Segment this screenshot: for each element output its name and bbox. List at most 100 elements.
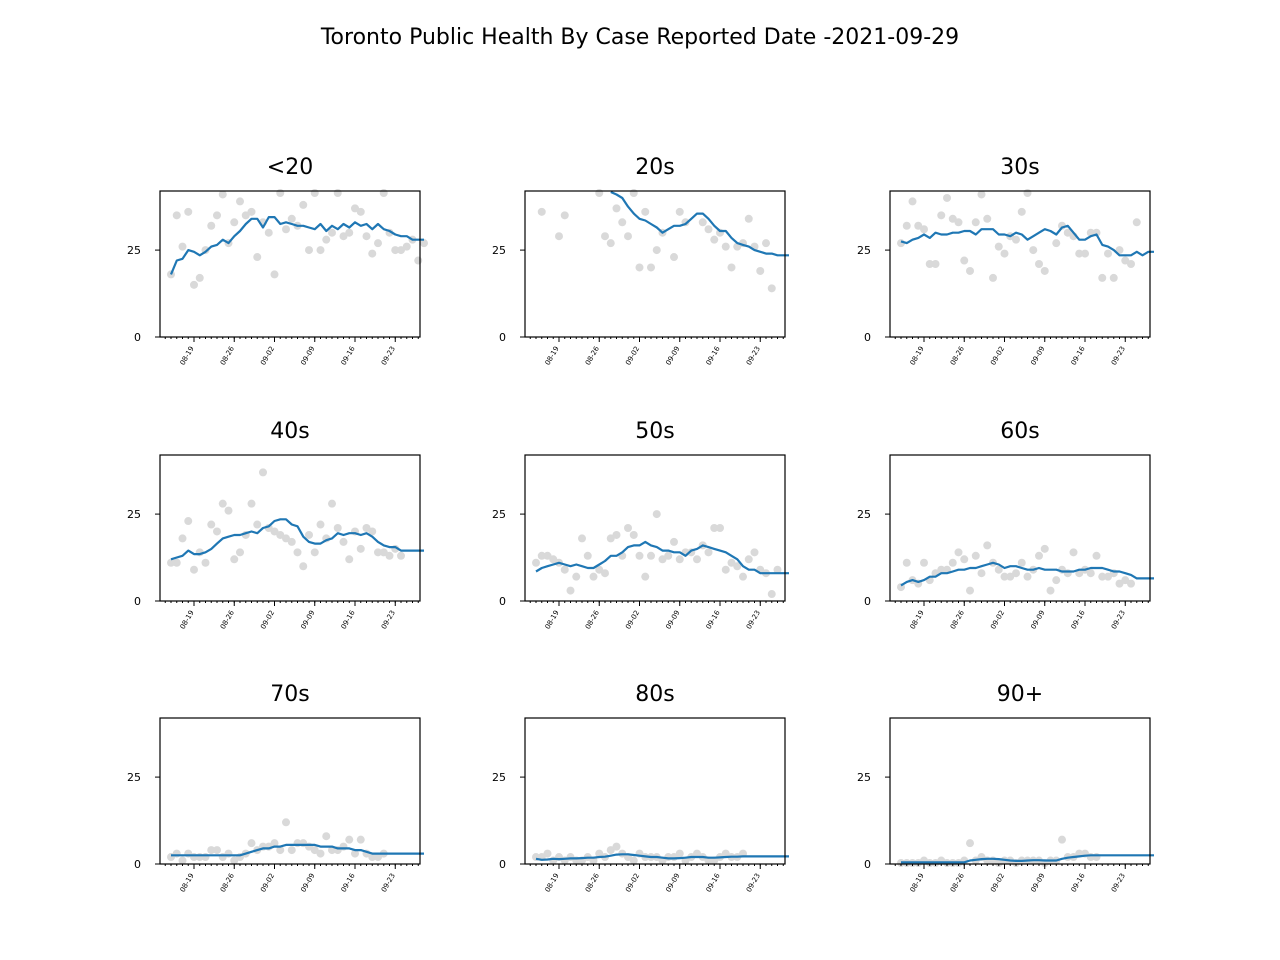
plot-frame xyxy=(524,454,786,602)
data-point xyxy=(652,510,661,519)
x-tick-label: 08-26 xyxy=(584,609,601,631)
data-point xyxy=(675,555,684,564)
data-point xyxy=(612,842,621,851)
data-point xyxy=(264,228,273,237)
x-tick-label: 09-02 xyxy=(624,345,641,367)
data-point xyxy=(328,499,336,508)
data-point xyxy=(282,534,290,543)
data-point xyxy=(635,551,644,560)
panel: 40s 0 25 08-19 08-26 09-02 09-09 09-16 09-23 xyxy=(127,419,424,631)
x-tick-label: 09-09 xyxy=(664,872,681,894)
data-point xyxy=(420,239,428,248)
data-point xyxy=(560,211,569,220)
data-point xyxy=(629,856,638,865)
data-point xyxy=(287,214,296,223)
data-point xyxy=(190,280,198,289)
data-point xyxy=(612,204,621,213)
data-point xyxy=(606,239,615,248)
data-point xyxy=(362,524,371,532)
data-point xyxy=(1069,548,1078,557)
data-point xyxy=(397,551,405,560)
data-point xyxy=(345,555,354,564)
data-point xyxy=(920,225,928,234)
data-point xyxy=(971,551,980,560)
data-point xyxy=(549,555,558,564)
panel-title: 90+ xyxy=(997,682,1043,707)
data-point xyxy=(172,558,181,567)
data-point xyxy=(1121,256,1130,265)
x-tick-label: 08-19 xyxy=(179,609,196,631)
data-point xyxy=(356,207,365,216)
data-point xyxy=(1127,579,1135,588)
data-point xyxy=(647,263,655,272)
x-tick-label: 09-16 xyxy=(340,609,357,631)
x-tick-label: 09-23 xyxy=(380,872,397,894)
data-point xyxy=(368,853,377,862)
x-tick-label: 08-26 xyxy=(219,345,236,367)
data-point xyxy=(1012,569,1020,578)
data-point xyxy=(1006,572,1015,581)
data-point xyxy=(601,232,609,241)
data-point xyxy=(1063,569,1072,578)
x-tick-label: 08-19 xyxy=(179,872,196,894)
data-point xyxy=(224,506,233,515)
data-point xyxy=(641,572,650,581)
data-point xyxy=(374,853,382,862)
panel-title: 60s xyxy=(1000,419,1039,444)
x-tick-label: 09-09 xyxy=(664,609,681,631)
data-point xyxy=(356,835,365,844)
x-tick-label: 09-23 xyxy=(745,609,762,631)
panel-title: 20s xyxy=(635,155,674,180)
data-point xyxy=(1132,218,1141,227)
data-point xyxy=(983,214,992,223)
y-tick-label: 25 xyxy=(492,244,506,257)
rolling-average-line xyxy=(900,561,1154,587)
panel-title: 40s xyxy=(270,419,309,444)
data-point xyxy=(1023,572,1032,581)
data-point xyxy=(537,207,546,216)
data-point xyxy=(414,256,423,265)
data-point xyxy=(606,534,615,543)
plot-frame xyxy=(524,190,786,338)
data-point xyxy=(589,572,598,581)
y-tick-label: 25 xyxy=(492,508,506,521)
data-point xyxy=(333,189,342,197)
data-point xyxy=(664,551,673,560)
data-point xyxy=(230,856,239,865)
data-point xyxy=(345,228,354,237)
plot-frame xyxy=(159,190,421,338)
data-point xyxy=(282,818,290,827)
rolling-average-line xyxy=(169,216,424,275)
data-point xyxy=(1035,260,1043,268)
x-tick-label: 09-09 xyxy=(299,609,316,631)
data-point xyxy=(270,270,279,279)
data-point xyxy=(670,253,678,262)
data-point xyxy=(201,558,210,567)
data-point xyxy=(966,839,974,848)
y-tick-label: 0 xyxy=(499,331,506,344)
data-point xyxy=(1000,572,1009,581)
rolling-average-line xyxy=(901,854,1154,864)
data-point xyxy=(1121,576,1130,585)
rolling-average-line xyxy=(535,540,789,575)
data-point xyxy=(704,548,713,557)
x-tick-label: 09-09 xyxy=(1029,345,1046,367)
data-point xyxy=(767,284,776,293)
data-point xyxy=(762,239,770,248)
data-point xyxy=(652,246,661,255)
data-point xyxy=(259,468,267,477)
data-point xyxy=(595,189,604,197)
data-point xyxy=(744,555,753,564)
data-point xyxy=(345,835,354,844)
data-point xyxy=(190,565,198,574)
data-point xyxy=(954,548,963,557)
x-tick-label: 08-26 xyxy=(219,872,236,894)
data-point xyxy=(230,555,239,564)
data-point xyxy=(612,530,621,539)
data-point xyxy=(207,221,216,230)
data-point xyxy=(397,246,405,255)
data-point xyxy=(351,849,359,858)
panel-title: 30s xyxy=(1000,155,1039,180)
rolling-average-line xyxy=(171,843,424,857)
data-point xyxy=(966,586,974,595)
